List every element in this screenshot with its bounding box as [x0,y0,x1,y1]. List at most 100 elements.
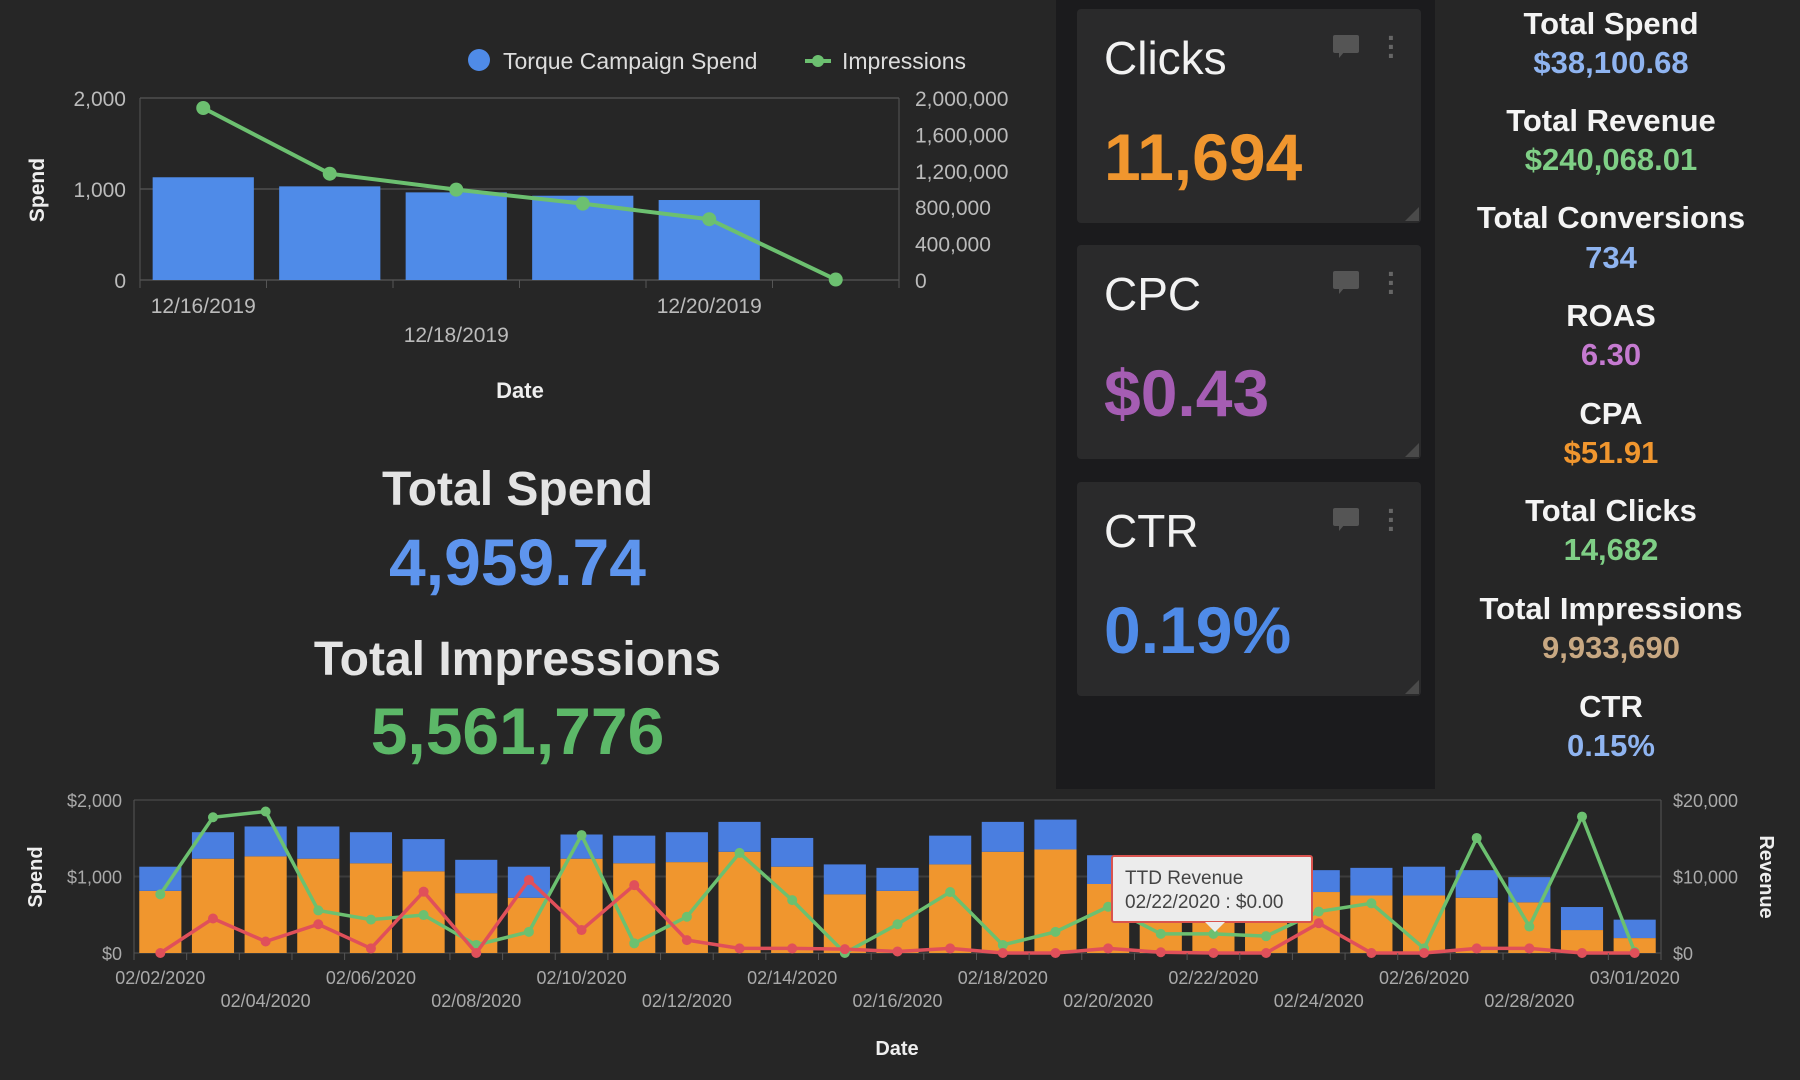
kpi-label: CTR [1579,689,1643,724]
y2-tick-label: 1,600,000 [915,124,1008,147]
spend-bar-blue [718,821,761,852]
comment-icon[interactable] [1333,271,1359,294]
impressions-point [828,272,843,287]
revenue-point [576,830,587,841]
ttd-revenue-point [629,880,640,891]
bottom-y2-axis-title: Revenue [1755,835,1777,918]
ttd-revenue-point [260,936,271,947]
y-tick-label: $0 [102,944,122,964]
ttd-revenue-point [1366,948,1377,958]
spend-impressions-chart: Torque Campaign Spend Impressions 0 1,000… [26,48,1008,403]
y2-tick-label: $20,000 [1673,791,1738,811]
kpi-label: Total Revenue [1506,103,1716,138]
spend-bar [658,200,760,280]
revenue-point [1577,811,1588,822]
resize-handle-icon[interactable] [1405,443,1419,457]
impressions-point [196,101,211,116]
ttd-revenue-point [1103,943,1114,954]
top-chart-legend[interactable]: Torque Campaign Spend Impressions [468,48,966,74]
cpc-card[interactable]: CPC $0.43 · · · [1077,245,1421,459]
legend-impressions-marker [812,55,824,67]
revenue-point [207,812,218,823]
revenue-point [1471,832,1482,843]
resize-handle-icon[interactable] [1405,680,1419,694]
y2-tick-label: $10,000 [1673,868,1738,888]
ttd-revenue-point [997,948,1008,958]
ttd-revenue-point [313,919,324,930]
x-tick-label: 02/28/2020 [1484,991,1574,1011]
ttd-revenue-point [1471,943,1482,954]
y-tick-label: 1,000 [73,179,126,202]
ttd-revenue-point [1629,948,1640,958]
kpi-label: ROAS [1566,298,1656,333]
spend-bar-blue [1613,919,1656,939]
impressions-line [202,106,837,282]
ctr-card[interactable]: CTR 0.19% · · · [1077,482,1421,696]
ttd-revenue-point [471,948,482,958]
ttd-revenue-point [365,943,376,954]
x-tick-label: 03/01/2020 [1590,968,1680,988]
ttd-revenue-point [1577,948,1588,958]
kpi-card-panel: Clicks 11,694 · · · CPC $0.43 · · · CTR 0.19… [1056,0,1435,789]
kebab-menu-icon[interactable]: · · · [1387,495,1397,544]
ttd-revenue-point [576,925,587,936]
comment-icon[interactable] [1333,35,1359,58]
ttd-revenue-point [1313,918,1324,929]
total-impressions-label: Total Impressions [313,633,722,686]
tooltip-title: TTD Revenue [1125,868,1244,889]
ttd-revenue-point [155,948,166,958]
total-spend-value: 4,959.74 [389,525,646,599]
clicks-card[interactable]: Clicks 11,694 · · · [1077,9,1421,223]
x-tick-label: 02/18/2020 [958,968,1048,988]
kpi-summary-list: Total Spend $38,100.68 Total Revenue $24… [1435,0,1800,789]
card-title: Clicks [1104,32,1227,84]
top-x-axis-title: Date [496,378,544,403]
x-tick-label: 12/20/2019 [657,295,762,318]
y-tick-label: $2,000 [67,791,122,811]
y-tick-label: $1,000 [67,868,122,888]
kpi-value: 6.30 [1580,337,1642,372]
revenue-point [945,887,956,898]
ttd-revenue-point [787,943,798,954]
revenue-point [365,914,376,925]
ttd-revenue-point [1050,948,1061,958]
kebab-menu-icon[interactable]: · · · [1387,258,1397,307]
y2-tick-label: 400,000 [915,234,991,257]
spend-bar-orange [191,858,235,953]
revenue-point [155,889,166,900]
comment-icon[interactable] [1333,508,1359,531]
x-tick-label: 02/16/2020 [852,991,942,1011]
revenue-point [1261,931,1272,942]
spend-revenue-chart: $0 $1,000 $2,000 $0 $10,000 $20,000 02/02/2020… [25,791,1777,1060]
kpi-value: $51.91 [1563,435,1659,470]
legend-impressions-label[interactable]: Impressions [842,48,966,74]
kpi-label: Total Impressions [1479,591,1743,626]
y2-tick-label: 0 [915,270,927,293]
spend-bar-blue [929,835,972,865]
revenue-point [734,847,745,858]
revenue-point [681,911,692,922]
legend-spend-label[interactable]: Torque Campaign Spend [503,48,757,74]
x-tick-label: 12/18/2019 [404,324,509,347]
resize-handle-icon[interactable] [1405,207,1419,221]
x-tick-label: 02/20/2020 [1063,991,1153,1011]
ttd-revenue-point [1155,947,1166,958]
spend-bar-blue [1560,907,1604,931]
revenue-point [260,806,271,817]
revenue-point [1155,928,1166,939]
impressions-point [702,212,717,227]
impressions-point [449,182,464,197]
x-tick-label: 02/12/2020 [642,991,732,1011]
kebab-menu-icon[interactable]: · · · [1387,22,1397,71]
ttd-revenue-point [207,913,218,924]
card-value: $0.43 [1104,356,1270,430]
x-tick-label: 02/10/2020 [537,968,627,988]
kpi-value: 734 [1585,240,1637,275]
x-tick-label: 02/22/2020 [1168,968,1258,988]
spend-bar-orange [349,863,393,953]
x-tick-label: 02/02/2020 [115,968,205,988]
spend-bar-blue [455,859,498,894]
spend-bar-orange [1560,930,1604,953]
x-tick-label: 02/14/2020 [747,968,837,988]
ttd-revenue-point [1419,948,1430,958]
